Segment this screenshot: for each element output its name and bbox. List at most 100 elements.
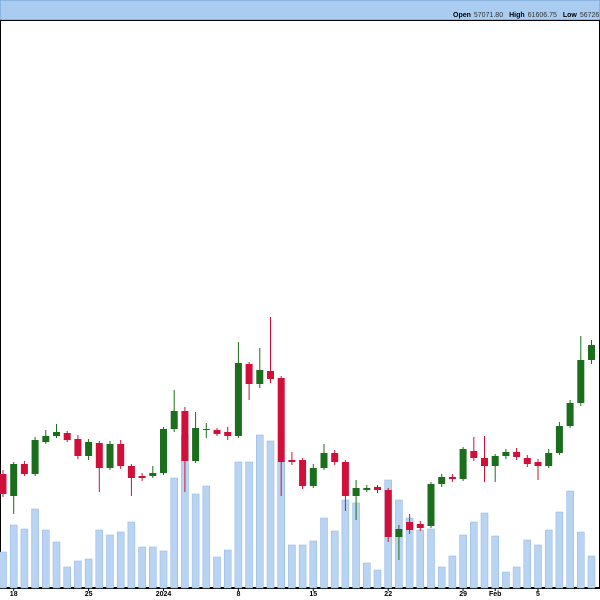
volume-bar [31,508,39,589]
x-tick-label: 22 [384,591,392,598]
candle-body [117,444,125,466]
x-axis-bar [0,588,600,600]
volume-bar [0,551,7,589]
x-tick-label: Feb [489,591,501,598]
volume-bar [170,477,178,589]
candle-body [31,440,39,474]
candle-body [192,428,200,461]
x-axis: 18 25 2024 8 15 22 29 Feb 5 [10,588,540,598]
candle-body [149,473,157,476]
volume-bar [480,512,489,589]
candle-body [288,460,296,462]
quote-value: 56726 [580,12,600,19]
candle-body [53,432,60,436]
volume-bar [138,546,146,589]
candle-body [577,360,585,403]
volume-bar [373,569,382,589]
volume-bar [234,461,243,589]
volume-bar [191,493,200,589]
candle-body [277,378,285,462]
candle-body [74,439,82,456]
volume-bar [587,555,596,589]
volume-bar [512,566,521,589]
volume-bar [298,544,307,589]
volume-bar [52,541,61,589]
candle-body [545,453,553,466]
candle-body [395,529,403,537]
volume-bar [459,534,467,589]
volume-bar [74,560,82,589]
volume-bar [20,528,29,589]
candle-body [374,487,381,490]
candle-body [10,464,18,496]
volume-bar [427,528,435,589]
candle-body [224,432,232,436]
candle-body [352,488,360,496]
x-tick-label: 15 [309,591,317,598]
quote-label: Open [453,12,471,19]
volume-bar [245,461,253,589]
candle-body [438,477,446,484]
plot-area [0,20,600,588]
candle-body [459,449,467,479]
volume-bar [63,566,71,589]
candle-body [299,460,307,486]
candle-body [42,436,50,442]
candle-body [481,458,488,466]
candle-body [160,429,167,473]
candle-body [85,442,93,456]
candle-body [331,453,339,462]
x-tick-label: 18 [10,591,18,598]
volume-bar [566,490,574,589]
candle-layer [0,317,595,560]
volume-bar [42,529,50,589]
candle-body [416,524,424,528]
quote-value: 61606.75 [528,12,557,19]
x-tick-label: 2024 [156,591,172,598]
volume-bar [213,556,221,589]
candle-body [534,462,542,466]
candle-body [106,444,114,468]
volume-bar [330,530,339,589]
candle-body [267,371,274,379]
candle-body [320,453,328,468]
volume-bar [523,539,532,589]
candle-body [309,468,317,486]
quote-value: 57071.80 [474,12,503,19]
candle-body [181,411,189,461]
candle-body [502,452,510,456]
x-tick-label: 5 [536,591,540,598]
volume-bar [437,566,446,589]
volume-bar [223,549,232,589]
volume-bar [491,535,499,589]
candle-body [523,458,531,464]
candle-body [234,363,242,436]
volume-bar [159,550,168,589]
volume-bar [341,499,350,589]
candle-body [566,403,574,426]
volume-bar [149,546,157,589]
candle-body [0,474,7,494]
candle-body [427,484,435,526]
volume-bar [266,440,275,589]
volume-bar [202,485,211,589]
volume-bar [363,562,371,589]
candle-body [213,430,221,434]
candle-body [363,488,371,490]
volume-bar [95,529,104,589]
candle-body [170,411,178,429]
candle-body [245,364,253,384]
candle-body [20,464,28,474]
candle-body [555,426,563,453]
header-quote: Open 57071.80 High 61606.75 Low 56726 [453,12,599,19]
candle-body [202,429,210,430]
volume-bar [470,521,478,589]
volume-bar [106,534,114,589]
volume-bar [288,544,296,589]
volume-bar [116,531,125,589]
candle-body [341,462,349,496]
volume-bar [577,531,585,589]
volume-bar [534,544,542,589]
candle-body [256,370,264,384]
